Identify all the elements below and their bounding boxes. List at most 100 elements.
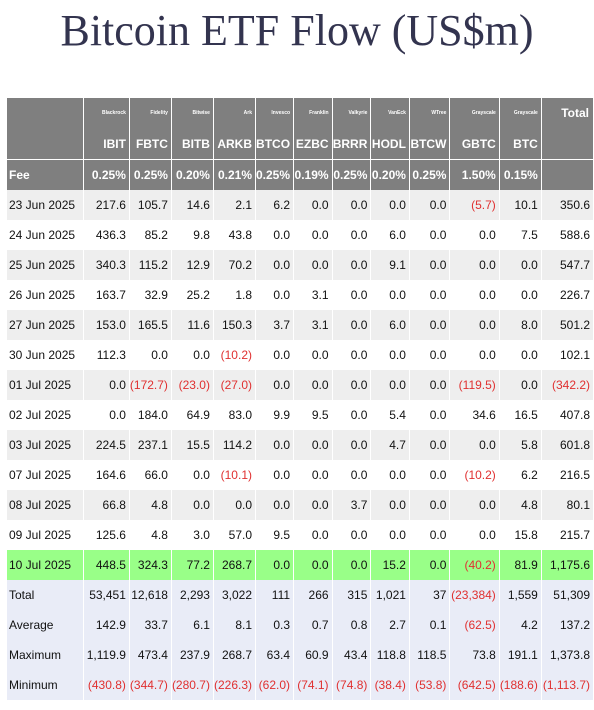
stats-value-cell: 0.7 [293, 610, 333, 640]
issuer-cell: Invesco [254, 98, 295, 128]
flow-value-cell: 10.1 [498, 190, 542, 220]
fee-label: Fee [5, 159, 85, 190]
stats-value-cell: 1,119.9 [83, 640, 130, 670]
stats-value-cell: 73.8 [449, 640, 500, 670]
flow-value-cell: 9.1 [370, 250, 410, 280]
fee-cell: 0.25% [254, 159, 295, 190]
flow-value-cell: 4.8 [128, 490, 172, 520]
ticker-cell: BTCO [254, 128, 295, 160]
flow-value-cell: 3.1 [293, 310, 333, 340]
flow-value-cell: 0.0 [370, 190, 410, 220]
table-row: 01 Jul 2025 0.0 (172.7) (23.0) (27.0) 0.0 0.0 0… [5, 370, 594, 400]
flow-value-cell: 70.2 [212, 250, 257, 280]
fee-total-blank-cell [540, 159, 594, 190]
ticker-cell: GBTC [449, 128, 500, 160]
flow-value-cell: 0.0 [331, 430, 372, 460]
flow-value-cell: 0.0 [449, 340, 500, 370]
ticker-header-row: IBIT FBTC BITB ARKB BTCO EZBC BRRR HODL BTCW GBTC… [5, 128, 594, 160]
stats-value-cell: (74.8) [331, 670, 372, 700]
flow-value-cell: 0.0 [331, 370, 372, 400]
row-total-cell: 215.7 [540, 520, 594, 550]
flow-value-cell: (23.0) [170, 370, 214, 400]
ticker-cell: BTCW [408, 128, 451, 160]
flow-value-cell: 16.5 [498, 400, 542, 430]
flow-value-cell: 340.3 [83, 250, 130, 280]
table-row: 09 Jul 2025 125.6 4.8 3.0 57.0 9.5 0.0 0.0 0.0 0.… [5, 520, 594, 550]
flow-value-cell: 83.0 [212, 400, 257, 430]
flow-value-cell: 3.7 [254, 310, 295, 340]
stats-value-cell: (62.5) [449, 610, 500, 640]
flow-value-cell: 6.2 [254, 190, 295, 220]
stats-row: Minimum (430.8) (344.7) (280.7) (226.3) (62.0… [5, 670, 594, 700]
flow-value-cell: 11.6 [170, 310, 214, 340]
flow-value-cell: 15.5 [170, 430, 214, 460]
stats-row: Total 53,451 12,618 2,293 3,022 111 266 315 1,02… [5, 580, 594, 610]
ticker-cell: BITB [170, 128, 214, 160]
flow-value-cell: 0.0 [212, 490, 257, 520]
flow-value-cell: 0.0 [331, 280, 372, 310]
flow-value-cell: 0.0 [408, 370, 451, 400]
flow-value-cell: (10.2) [449, 460, 500, 490]
flow-value-cell: 0.0 [254, 340, 295, 370]
table-row: 27 Jun 2025 153.0 165.5 11.6 150.3 3.7 3.1 0.0 6… [5, 310, 594, 340]
stats-label-cell: Average [5, 610, 85, 640]
stats-value-cell: (226.3) [212, 670, 257, 700]
flow-value-cell: (172.7) [128, 370, 172, 400]
flow-value-cell: 85.2 [128, 220, 172, 250]
flow-value-cell: 43.8 [212, 220, 257, 250]
stats-value-cell: (430.8) [83, 670, 130, 700]
stats-value-cell: 4.2 [498, 610, 542, 640]
flow-value-cell: 0.0 [449, 490, 500, 520]
flow-value-cell: 0.0 [170, 460, 214, 490]
flow-value-cell: 112.3 [83, 340, 130, 370]
page-title: Bitcoin ETF Flow (US$m) [60, 6, 534, 55]
flow-value-cell: 12.9 [170, 250, 214, 280]
flow-value-cell: 0.0 [370, 280, 410, 310]
flow-value-cell: 324.3 [128, 550, 172, 580]
table-row: 24 Jun 2025 436.3 85.2 9.8 43.8 0.0 0.0 0.0 6.0 0… [5, 220, 594, 250]
row-total-cell: 407.8 [540, 400, 594, 430]
flow-value-cell: 0.0 [331, 190, 372, 220]
stats-value-cell: 315 [331, 580, 372, 610]
flow-value-cell: (27.0) [212, 370, 257, 400]
date-cell: 25 Jun 2025 [5, 250, 85, 280]
stats-value-cell: 6.1 [170, 610, 214, 640]
flow-value-cell: 9.8 [170, 220, 214, 250]
fee-cell: 0.20% [370, 159, 410, 190]
stats-value-cell: 0.1 [408, 610, 451, 640]
header-corner-cell [5, 98, 85, 128]
date-cell: 02 Jul 2025 [5, 400, 85, 430]
row-total-cell: 350.6 [540, 190, 594, 220]
flow-value-cell: 0.0 [370, 340, 410, 370]
flow-value-cell: 81.9 [498, 550, 542, 580]
flow-value-cell: 0.0 [498, 280, 542, 310]
flow-value-cell: 0.0 [498, 370, 542, 400]
stats-value-cell: 2.7 [370, 610, 410, 640]
issuer-cell: Blackrock [83, 98, 130, 128]
flow-value-cell: 165.5 [128, 310, 172, 340]
flow-value-cell: 0.0 [83, 370, 130, 400]
fee-cell: 0.15% [498, 159, 542, 190]
flow-value-cell: 0.0 [449, 280, 500, 310]
issuer-cell: Bitwise [170, 98, 214, 128]
flow-value-cell: 15.8 [498, 520, 542, 550]
stats-value-cell: (280.7) [170, 670, 214, 700]
flow-value-cell: 0.0 [254, 430, 295, 460]
row-total-cell: 501.2 [540, 310, 594, 340]
flow-value-cell: 32.9 [128, 280, 172, 310]
flow-value-cell: 9.5 [293, 400, 333, 430]
fee-cell: 0.25% [331, 159, 372, 190]
flow-value-cell: 0.0 [408, 400, 451, 430]
flow-value-cell: 8.0 [498, 310, 542, 340]
flow-value-cell: 0.0 [331, 550, 372, 580]
flow-value-cell: 0.0 [370, 460, 410, 490]
table-row: 26 Jun 2025 163.7 32.9 25.2 1.8 0.0 3.1 0.0 0.0 0… [5, 280, 594, 310]
flow-value-cell: 0.0 [449, 430, 500, 460]
flow-value-cell: (40.2) [449, 550, 500, 580]
flow-value-cell: 125.6 [83, 520, 130, 550]
issuer-cell: Grayscale [449, 98, 500, 128]
flow-value-cell: 6.0 [370, 220, 410, 250]
stats-total-cell: 1,373.8 [540, 640, 594, 670]
flow-value-cell: 0.0 [254, 250, 295, 280]
stats-total-cell: (1,113.7) [540, 670, 594, 700]
